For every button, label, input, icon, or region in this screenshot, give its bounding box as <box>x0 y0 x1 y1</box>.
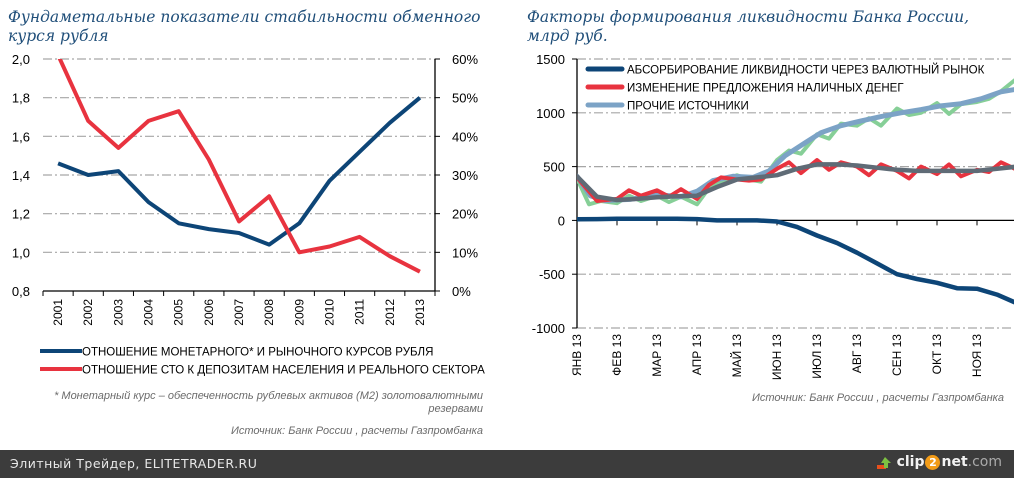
series-other-sources-line <box>577 87 1014 203</box>
left-x-tick-label: 2007 <box>232 299 246 326</box>
right-y-tick-label: 500 <box>543 160 565 175</box>
right-y-tick-label: 1000 <box>536 106 565 121</box>
left-y-tick-label: 2,0 <box>12 52 30 67</box>
footer-site-label: Элитный Трейдер, ELITETRADER.RU <box>10 456 258 471</box>
right-x-tick-label: МАР 13 <box>650 334 664 377</box>
legend-label: ОТНОШЕНИЕ СТО К ДЕПОЗИТАМ НАСЕЛЕНИЯ И РЕ… <box>82 365 485 377</box>
left-x-tick-label: 2008 <box>262 299 276 326</box>
left-x-tick-label: 2005 <box>172 299 186 326</box>
left-y-tick-label: 1,8 <box>12 91 30 106</box>
upload-arrow-icon <box>876 457 891 469</box>
left-x-tick-label: 2011 <box>353 299 367 325</box>
legend-label: ИЗМЕНЕНИЕ ПРЕДЛОЖЕНИЯ НАЛИЧНЫХ ДЕНЕГ <box>627 83 904 95</box>
right-x-tick-label: АВГ 13 <box>850 334 864 374</box>
left-chart-title: Фундаметальные показатели стабильности о… <box>8 8 481 45</box>
clip2net-logo[interactable]: clip 2 net .com <box>876 454 1002 470</box>
right-x-tick-label: ИЮН 13 <box>770 334 784 380</box>
left-x-tick-label: 2002 <box>81 299 95 326</box>
left-y-tick-label: 0,8 <box>12 284 30 299</box>
right-x-tick-label: ЯНВ 13 <box>570 334 584 376</box>
left-y-tick-label: 1,2 <box>12 207 30 222</box>
left-y-tick-label: 1,6 <box>12 129 30 144</box>
right-y-tick-label: 20% <box>452 207 478 222</box>
right-x-tick-label: ИЮЛ 13 <box>810 334 824 379</box>
series-other-sources-raw-line <box>577 78 1014 207</box>
right-x-tick-label: ФЕВ 13 <box>610 334 624 376</box>
right-x-tick-label: СЕН 13 <box>890 334 904 376</box>
series-fx-absorption-line <box>577 216 1014 305</box>
left-x-tick-label: 2009 <box>292 299 306 326</box>
right-y-tick-label: 40% <box>452 129 478 144</box>
left-x-tick-label: 2003 <box>111 299 125 326</box>
left-y-tick-label: 1,0 <box>12 245 30 260</box>
brand-clip: clip <box>896 454 925 470</box>
left-x-tick-label: 2012 <box>383 299 397 326</box>
brand-net: net <box>941 454 968 470</box>
right-y-tick-label: 50% <box>452 91 478 106</box>
legend-label: ПРОЧИЕ ИСТОЧНИКИ <box>627 101 749 113</box>
series-cash-supply-line <box>577 158 1014 203</box>
left-chart-footnote: * Монетарный курс – обеспеченность рубле… <box>54 390 483 415</box>
right-y-tick-label: -1000 <box>532 321 565 336</box>
series-cto-deposits-line <box>57 59 421 274</box>
charts-canvas: 0,8 1,0 1,2 1,4 1,6 1,8 2,0 0% 10% 20% 30% 40% 50% 60… <box>12 52 1014 380</box>
left-x-tick-label: 2001 <box>51 299 65 326</box>
legend-label: ОТНОШЕНИЕ МОНЕТАРНОГО* И РЫНОЧНОГО КУРСО… <box>82 347 433 359</box>
left-x-tick-label: 2006 <box>202 299 216 326</box>
brand-com: .com <box>967 454 1002 470</box>
right-y-tick-label: 30% <box>452 168 478 183</box>
right-y-tick-label: 1500 <box>536 52 565 67</box>
right-x-tick-label: АПР 13 <box>690 334 704 376</box>
brand-two: 2 <box>925 454 941 470</box>
right-y-tick-label: 60% <box>452 52 478 67</box>
right-y-tick-label: -500 <box>539 267 565 282</box>
legend-label: АБСОРБИРОВАНИЕ ЛИКВИДНОСТИ ЧЕРЕЗ ВАЛЮТНЫ… <box>627 64 985 77</box>
left-x-tick-label: 2010 <box>322 299 336 326</box>
left-chart-source: Источник: Банк России , расчеты Газпромб… <box>231 425 483 437</box>
left-x-tick-label: 2004 <box>142 299 156 326</box>
right-chart-source: Источник: Банк России , расчеты Газпромб… <box>752 392 1004 404</box>
left-y-tick-label: 1,4 <box>12 168 30 183</box>
footer-bar: Элитный Трейдер, ELITETRADER.RU clip 2 net… <box>0 450 1014 478</box>
right-x-tick-label: НОЯ 13 <box>970 334 984 377</box>
right-x-tick-label: МАЙ 13 <box>729 334 744 378</box>
left-x-tick-label: 2013 <box>413 299 427 326</box>
right-y-tick-label: 10% <box>452 245 478 260</box>
right-x-tick-label: ОКТ 13 <box>930 334 944 375</box>
right-y-tick-label: 0% <box>452 284 471 299</box>
right-chart-title: Факторы формирования ликвидности Банка Р… <box>527 8 970 45</box>
right-y-tick-label: 0 <box>558 213 565 228</box>
